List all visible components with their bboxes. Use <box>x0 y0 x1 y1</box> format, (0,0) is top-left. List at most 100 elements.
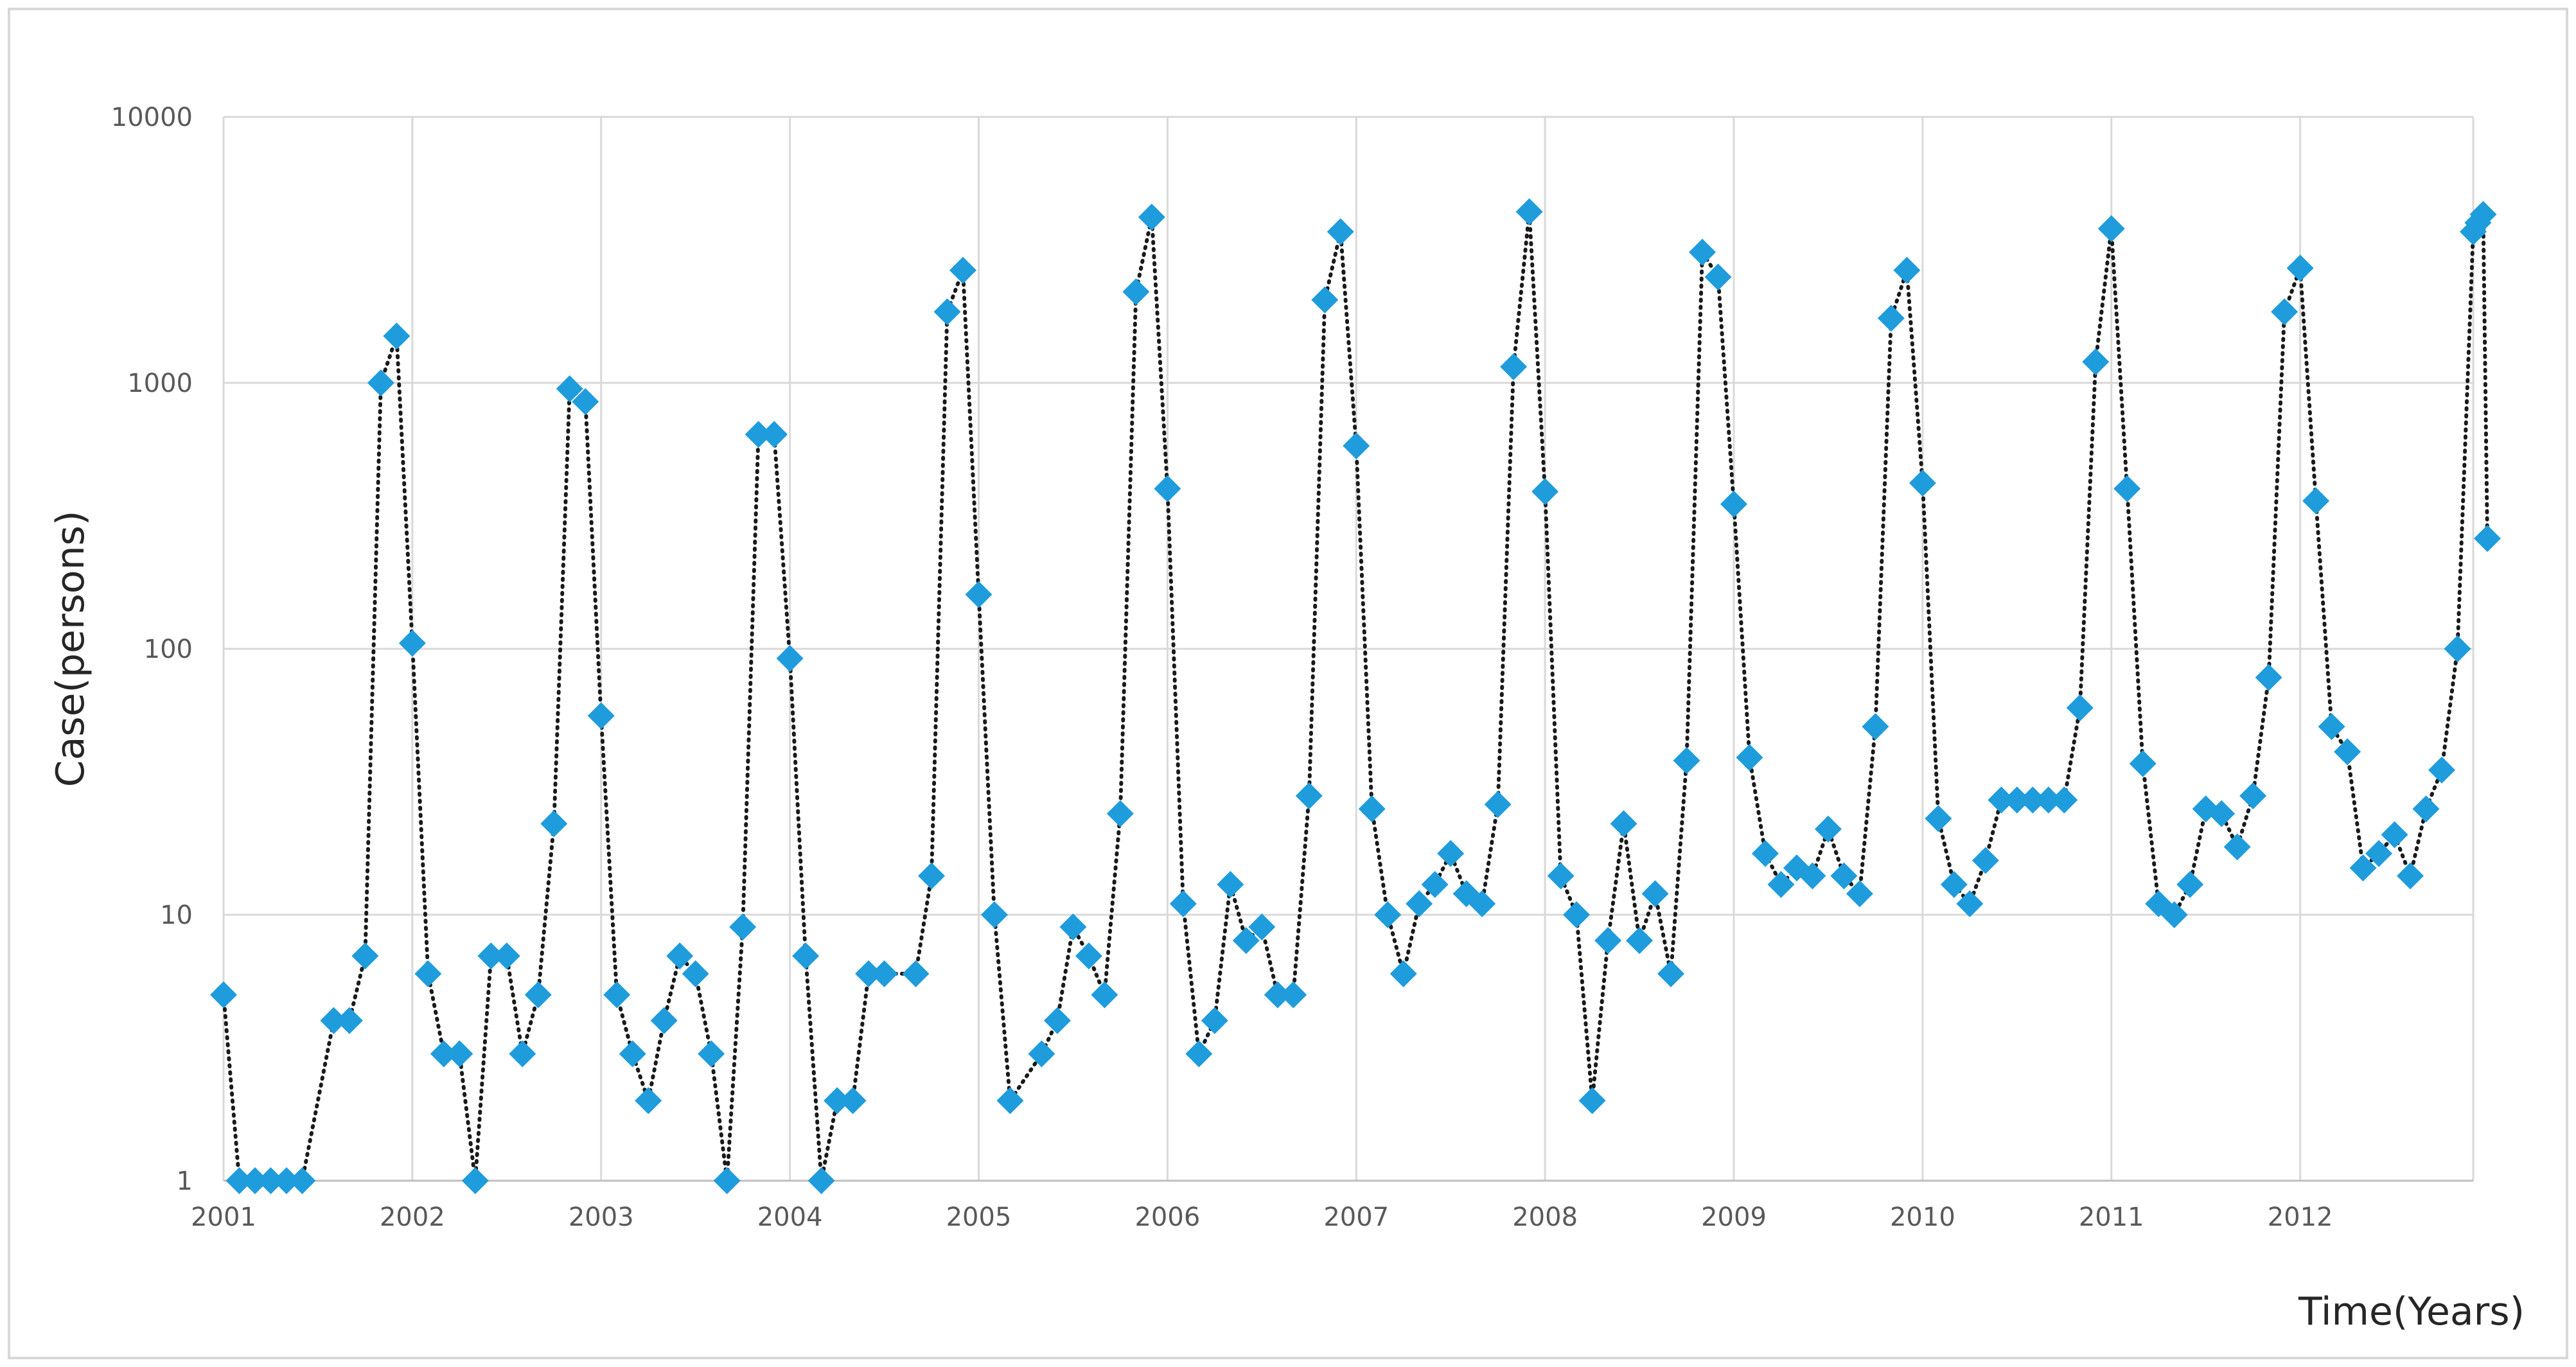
data-point <box>210 981 237 1009</box>
data-point <box>1767 870 1795 898</box>
data-point <box>666 942 694 970</box>
data-point <box>1154 475 1181 502</box>
y-tick-label: 1 <box>177 1167 193 1196</box>
data-point <box>446 1040 473 1068</box>
data-point <box>2397 862 2424 890</box>
data-point <box>1641 880 1669 908</box>
data-point <box>257 1167 285 1194</box>
data-point <box>461 1167 489 1194</box>
data-point <box>902 960 930 987</box>
data-point <box>855 960 883 987</box>
data-point <box>603 981 631 1009</box>
data-point <box>1311 286 1339 313</box>
data-point <box>1689 238 1716 266</box>
data-point <box>2334 738 2361 766</box>
data-point <box>650 1007 678 1034</box>
data-point <box>745 421 772 448</box>
data-point <box>2302 487 2330 515</box>
data-point <box>1217 870 1244 898</box>
data-point <box>1374 901 1402 928</box>
data-point <box>1673 746 1700 774</box>
data-point <box>2349 854 2377 882</box>
x-tick-label: 2005 <box>946 1203 1012 1232</box>
data-point <box>2286 254 2314 282</box>
data-point <box>1862 713 1889 741</box>
data-point <box>430 1040 457 1068</box>
data-point <box>288 1167 316 1194</box>
series-line <box>222 209 2489 1183</box>
data-point <box>572 388 599 416</box>
data-point <box>335 1007 363 1034</box>
data-point <box>1091 981 1118 1009</box>
data-point <box>367 369 394 396</box>
data-point <box>2255 664 2282 691</box>
data-point <box>2034 786 2062 814</box>
data-point <box>2239 782 2267 809</box>
data-point <box>1201 1007 1228 1034</box>
y-tick-label: 1000 <box>127 369 193 398</box>
data-point <box>493 942 520 970</box>
data-point <box>1925 805 1952 833</box>
data-point <box>1547 862 1575 890</box>
data-point <box>2113 475 2141 502</box>
data-point <box>2428 756 2456 784</box>
data-point <box>1469 890 1496 917</box>
tick-labels: 1 10 100 1000 10000 2001 2002 2003 2004 2005 2006 2… <box>111 103 2333 1232</box>
data-point <box>1264 981 1291 1009</box>
data-point <box>1484 791 1512 818</box>
y-axis-title: Case(persons) <box>48 511 93 788</box>
data-point <box>1421 870 1449 898</box>
data-point <box>414 960 442 987</box>
data-point <box>792 942 820 970</box>
data-point <box>1610 810 1637 838</box>
data-point <box>2365 840 2393 867</box>
data-point <box>1846 880 1873 908</box>
data-point <box>1059 913 1087 940</box>
data-point <box>2129 750 2157 777</box>
x-tick-label: 2007 <box>1323 1203 1389 1232</box>
data-point <box>619 1040 646 1068</box>
x-tick-label: 2004 <box>757 1203 823 1232</box>
data-point <box>698 1040 725 1068</box>
data-point <box>2271 298 2298 326</box>
data-point <box>2469 200 2497 228</box>
data-point <box>398 630 426 657</box>
data-point <box>1988 786 2015 814</box>
series-markers <box>210 198 2501 1194</box>
data-point <box>1358 795 1386 823</box>
data-point <box>965 581 992 608</box>
data-point <box>1327 218 1354 245</box>
data-point <box>729 913 757 940</box>
data-point <box>2097 215 2125 242</box>
data-point <box>241 1167 269 1194</box>
data-point <box>540 810 568 838</box>
data-point <box>1594 927 1622 955</box>
x-tick-label: 2010 <box>1890 1203 1955 1232</box>
data-point <box>1972 847 1999 874</box>
data-point <box>2444 635 2471 662</box>
data-point <box>1389 960 1417 987</box>
data-point <box>1232 927 1260 955</box>
data-point <box>1736 744 1763 772</box>
data-point <box>2208 800 2236 827</box>
data-point <box>1295 782 1323 809</box>
data-point <box>1500 353 1528 380</box>
data-point <box>1751 840 1779 867</box>
data-point <box>635 1087 662 1115</box>
data-point <box>761 421 788 448</box>
data-point <box>2381 821 2408 849</box>
data-point <box>1138 203 1165 231</box>
data-point <box>2082 348 2110 376</box>
data-point <box>1893 256 1921 284</box>
x-tick-label: 2009 <box>1701 1203 1767 1232</box>
data-point <box>1437 840 1465 867</box>
data-point <box>839 1087 867 1115</box>
x-tick-label: 2006 <box>1134 1203 1200 1232</box>
data-point <box>1563 901 1591 928</box>
data-point <box>2066 694 2094 721</box>
x-tick-label: 2008 <box>1512 1203 1578 1232</box>
data-point <box>2160 901 2188 928</box>
data-point <box>1106 800 1134 827</box>
data-point <box>1704 263 1732 291</box>
